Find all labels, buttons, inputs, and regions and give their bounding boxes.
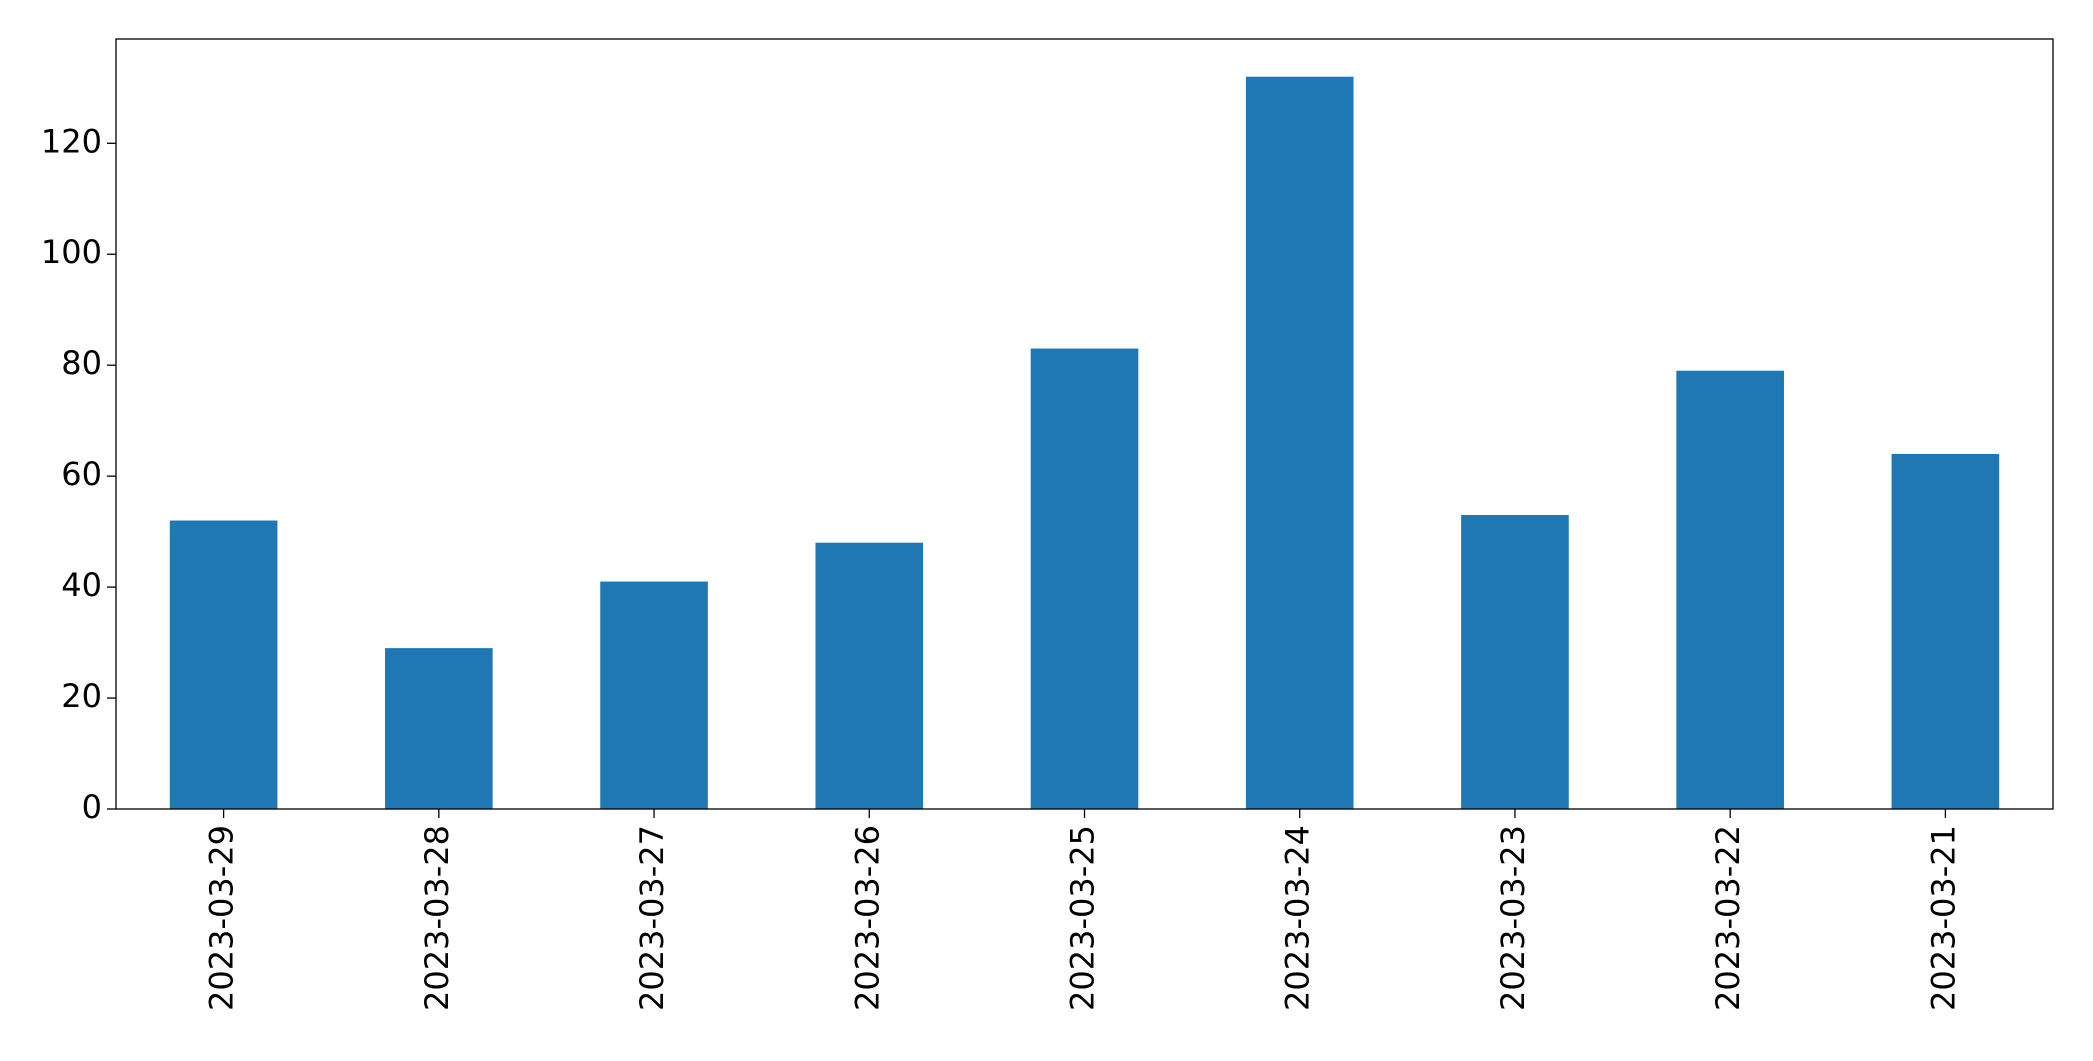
x-tick-label: 2023-03-27	[633, 825, 671, 1011]
x-tick-label: 2023-03-21	[1924, 825, 1962, 1011]
y-tick-label: 0	[82, 788, 102, 826]
x-tick-label: 2023-03-25	[1064, 825, 1102, 1011]
x-tick-label: 2023-03-23	[1494, 825, 1532, 1011]
x-tick-label: 2023-03-24	[1279, 825, 1317, 1011]
bar	[1461, 514, 1569, 809]
y-tick-label: 80	[61, 344, 102, 382]
y-tick-label: 100	[41, 233, 102, 271]
bar	[1891, 453, 2000, 809]
y-tick-label: 40	[61, 566, 102, 604]
bar	[1676, 370, 1784, 809]
y-tick-label: 20	[61, 677, 102, 715]
bar	[815, 542, 924, 809]
y-tick-label: 120	[41, 122, 102, 160]
x-tick-label: 2023-03-28	[418, 825, 456, 1011]
x-tick-label: 2023-03-26	[848, 825, 886, 1011]
bar	[169, 520, 278, 809]
bar	[600, 581, 708, 809]
bar	[1245, 76, 1354, 810]
bar	[385, 648, 493, 809]
plot-frame	[115, 38, 2054, 810]
bar	[1030, 348, 1139, 809]
x-tick-label: 2023-03-29	[203, 825, 241, 1011]
y-tick-label: 60	[61, 455, 102, 493]
x-tick-label: 2023-03-22	[1709, 825, 1747, 1011]
